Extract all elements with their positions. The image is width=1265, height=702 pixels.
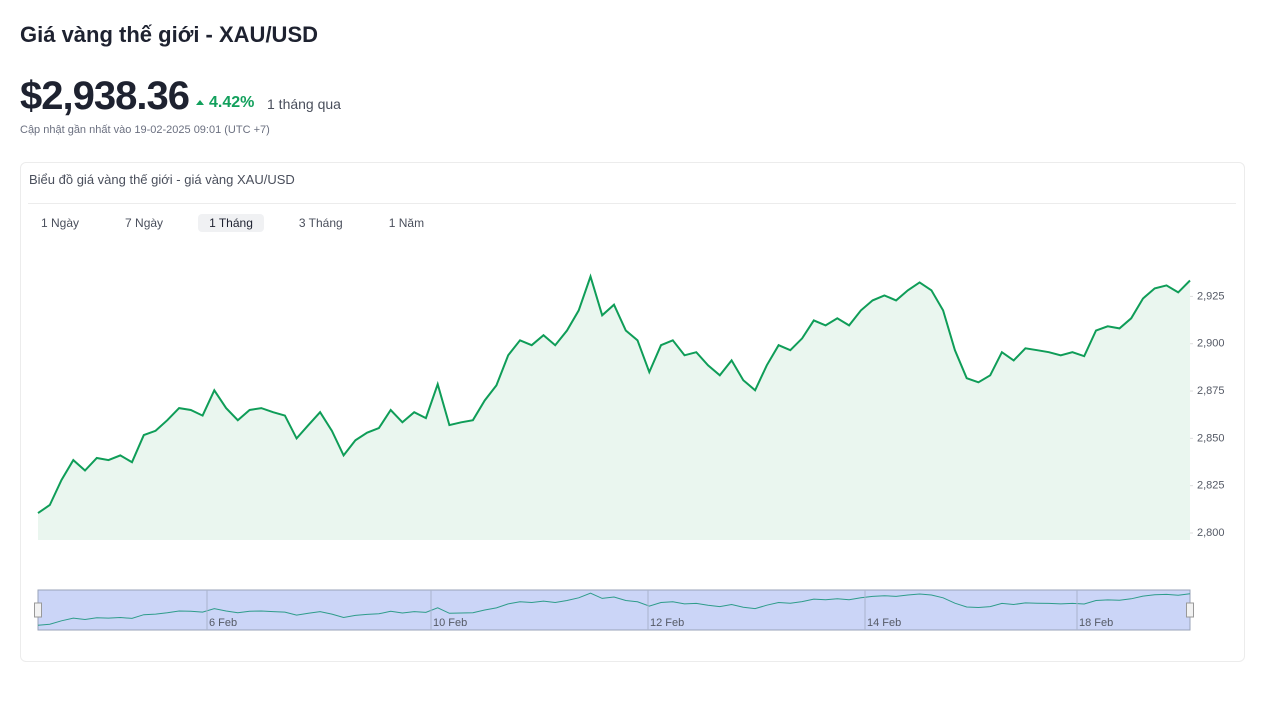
y-tick-label: 2,925 bbox=[1197, 290, 1225, 302]
navigator-line bbox=[37, 592, 1191, 626]
card-title: Biểu đồ giá vàng thế giới - giá vàng XAU… bbox=[29, 172, 295, 187]
y-tick-label: 2,800 bbox=[1197, 527, 1225, 539]
y-tick-label: 2,900 bbox=[1197, 338, 1225, 350]
y-tick-label: 2,875 bbox=[1197, 385, 1225, 397]
range-tab[interactable]: 7 Ngày bbox=[125, 216, 164, 230]
range-tab[interactable]: 1 Ngày bbox=[41, 216, 80, 230]
navigator-label: 12 Feb bbox=[650, 617, 684, 629]
y-tick-label: 2,850 bbox=[1197, 432, 1225, 444]
navigator-label: 6 Feb bbox=[209, 617, 237, 629]
separator bbox=[28, 203, 1236, 204]
chart-card bbox=[20, 162, 1245, 662]
range-tab[interactable]: 3 Tháng bbox=[298, 216, 343, 230]
change-period: 1 tháng qua bbox=[267, 96, 341, 112]
range-tab[interactable]: 1 Năm bbox=[388, 216, 425, 230]
navigator-handle[interactable] bbox=[34, 602, 42, 618]
price-line bbox=[37, 273, 1191, 514]
page-title: Giá vàng thế giới - XAU/USD bbox=[20, 22, 319, 47]
navigator-label: 10 Feb bbox=[433, 617, 467, 629]
range-tab[interactable]: 1 Tháng bbox=[198, 214, 264, 232]
range-tabs: 1 Ngày 7 Ngày 1 Tháng 3 Tháng 1 Năm bbox=[30, 214, 449, 232]
navigator-label: 18 Feb bbox=[1079, 617, 1113, 629]
area bbox=[38, 276, 1190, 540]
navigator-handle[interactable] bbox=[1186, 602, 1194, 618]
navigator-label: 14 Feb bbox=[867, 617, 901, 629]
updated-time: Cập nhật gần nhất vào 19-02-2025 09:01 (… bbox=[20, 124, 270, 136]
price: $2,938.36 bbox=[20, 74, 190, 118]
price-change: 4.42% bbox=[196, 94, 254, 112]
y-tick-label: 2,825 bbox=[1197, 480, 1225, 492]
